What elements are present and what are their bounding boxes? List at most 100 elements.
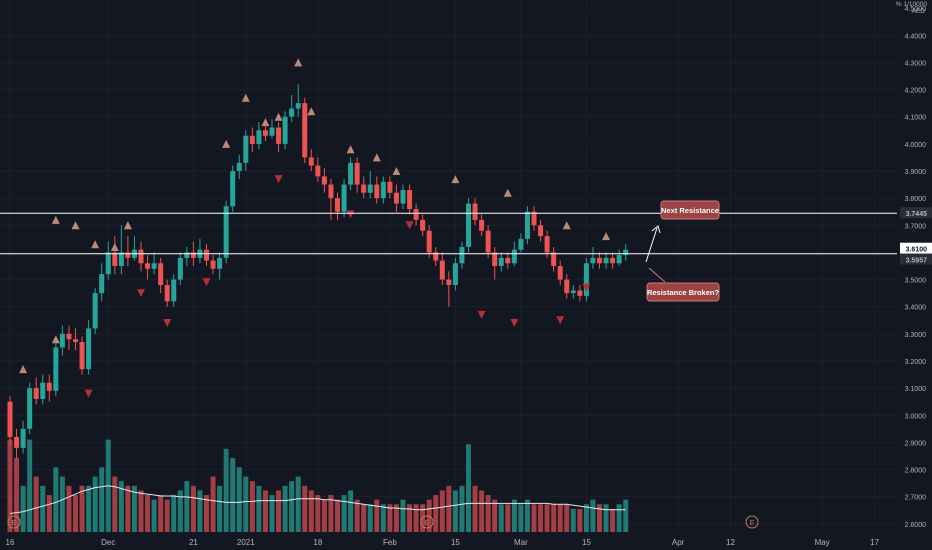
- volume-bar: [20, 485, 26, 532]
- candle-body: [479, 219, 485, 231]
- y-tick-label: 3.3000: [905, 332, 927, 339]
- candle-body: [282, 116, 288, 144]
- candle-body: [223, 206, 229, 258]
- up-arrow-marker: [372, 153, 381, 162]
- volume-bar: [387, 504, 393, 532]
- axis-header: % 1/10000 AED: [896, 1, 927, 15]
- volume-bar: [439, 490, 445, 532]
- candle-body: [538, 225, 544, 237]
- candle-body: [99, 274, 105, 294]
- y-tick-label: 4.4000: [905, 33, 927, 40]
- candle-body: [276, 127, 282, 144]
- x-tick-label: 17: [870, 538, 879, 547]
- x-tick-label: Apr: [672, 538, 685, 547]
- volume-bar: [505, 504, 511, 532]
- volume-bar: [367, 504, 373, 532]
- volume-bar: [472, 485, 478, 532]
- volume-bar: [295, 476, 301, 532]
- price-axis[interactable]: 4.5000 4.4000 4.3000 4.2000 4.1000 4.0000 3.90…: [900, 6, 932, 529]
- price-label-text: 3.6100: [906, 247, 928, 254]
- up-arrow-marker: [91, 240, 100, 249]
- y-tick-label: 2.7000: [905, 495, 927, 502]
- volume-bar: [308, 490, 314, 532]
- volume-bar: [158, 495, 164, 532]
- event-icon[interactable]: [7, 515, 21, 529]
- volume-bar: [597, 504, 602, 532]
- candle-body: [164, 285, 170, 302]
- volume-bar: [524, 499, 530, 532]
- volume-bar: [217, 485, 223, 532]
- candle-body: [302, 103, 308, 158]
- event-icon[interactable]: [745, 515, 759, 529]
- volume-bar: [321, 499, 327, 532]
- event-icon[interactable]: [420, 515, 434, 529]
- up-arrow-marker: [346, 145, 355, 154]
- volume-bar: [302, 485, 308, 532]
- candle-body: [531, 211, 537, 226]
- candle-body: [420, 219, 426, 231]
- volume-bar: [315, 495, 321, 532]
- y-tick-label: 4.5000: [905, 6, 927, 13]
- next-resistance-label: Next Resistance: [661, 206, 719, 215]
- candle-body: [210, 260, 216, 269]
- up-arrow-marker: [307, 107, 316, 116]
- candle-body: [66, 333, 72, 340]
- candle-body: [610, 257, 616, 264]
- markers: [19, 58, 611, 398]
- volume-bar: [452, 490, 458, 532]
- candle-body: [190, 252, 196, 258]
- candle-body: [321, 176, 327, 185]
- volume-bar: [190, 485, 196, 532]
- resistance-lines[interactable]: [0, 212, 897, 255]
- price-label-box: [900, 253, 932, 265]
- volume-bar: [498, 504, 504, 532]
- candle-body: [158, 263, 164, 285]
- candle-body: [118, 252, 124, 266]
- candle-body: [236, 162, 242, 171]
- volume-bar: [73, 495, 78, 532]
- volume-bar: [118, 481, 124, 532]
- x-tick-label: 2021: [237, 538, 255, 547]
- candle-body: [413, 209, 419, 220]
- y-tick-label: 3.7000: [905, 223, 927, 230]
- down-arrow-marker: [274, 175, 283, 184]
- up-arrow-marker: [110, 243, 119, 251]
- down-arrow-marker: [346, 210, 355, 219]
- candle-body: [623, 249, 629, 256]
- candle-body: [590, 257, 596, 264]
- volume-bar: [236, 467, 242, 532]
- y-tick-label: 2.8000: [905, 468, 927, 475]
- up-arrow-marker: [392, 167, 401, 175]
- volume-bar: [145, 495, 151, 532]
- annotations[interactable]: Next Resistance Resistance Broken?: [645, 200, 720, 302]
- time-axis[interactable]: 16Dec21202118Feb15Mar15Apr12May17Jun: [6, 538, 932, 547]
- volume-bar: [407, 504, 413, 532]
- volume-bar: [518, 504, 524, 532]
- y-tick-label: 4.3000: [905, 60, 927, 67]
- volume-bar: [335, 499, 340, 532]
- down-arrow-marker: [202, 278, 211, 287]
- volume-bar: [531, 504, 537, 532]
- candle-body: [112, 252, 118, 266]
- candle-body: [125, 252, 131, 258]
- volume-bar: [374, 499, 380, 532]
- candle-body: [439, 260, 445, 280]
- candle-body: [184, 252, 190, 258]
- up-arrow-marker: [261, 118, 270, 127]
- volume-bar: [125, 485, 131, 532]
- candle-body: [256, 130, 262, 144]
- candle-body: [46, 382, 52, 391]
- up-arrow-marker: [71, 221, 80, 230]
- x-tick-label: Dec: [101, 538, 115, 547]
- up-arrow-marker: [294, 58, 303, 67]
- candle-body: [393, 192, 399, 204]
- y-tick-label: 3.2000: [905, 359, 927, 366]
- volume-bar: [577, 508, 583, 532]
- next-resistance-callout[interactable]: Next Resistance: [660, 200, 720, 220]
- volume-bar: [112, 476, 118, 532]
- down-arrow-marker: [477, 310, 486, 319]
- resistance-broken-callout[interactable]: Resistance Broken?: [646, 282, 720, 302]
- events[interactable]: E E E: [7, 515, 759, 529]
- candle-body: [433, 252, 439, 261]
